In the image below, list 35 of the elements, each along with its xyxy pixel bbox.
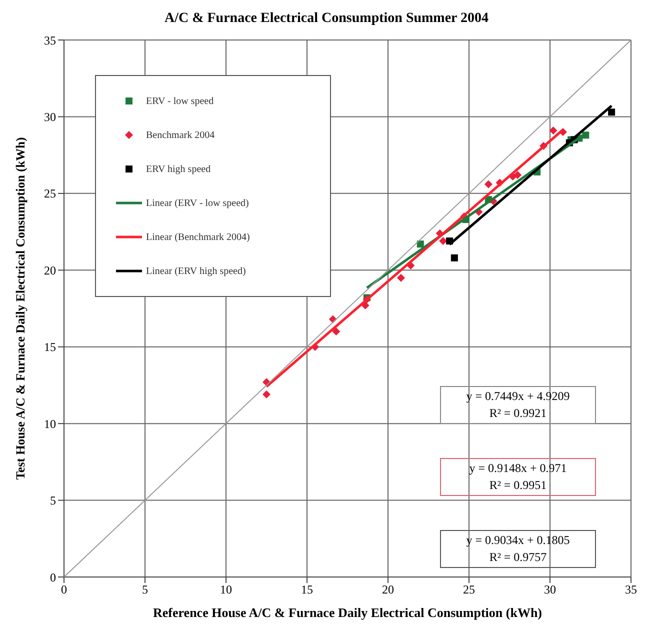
point [514, 171, 522, 180]
chart-title: A/C & Furnace Electrical Consumption Summer 2004 [163, 10, 490, 28]
y-tick-label: 15 [44, 340, 56, 354]
point [608, 108, 616, 116]
y-axis-title: Test House A/C & Furnace Daily Electrical Consumption (kWh) [13, 137, 28, 480]
x-tick-label: 10 [220, 582, 232, 597]
point [549, 126, 558, 135]
point [416, 240, 424, 248]
legend-label: Linear (Benchmark 2004) [146, 232, 250, 242]
y-tick-label: 35 [44, 33, 56, 48]
x-tick-label: 35 [625, 582, 637, 597]
point [332, 328, 340, 336]
x-tick-label: 15 [301, 582, 313, 597]
y-tick-label: 25 [44, 186, 56, 201]
point [396, 274, 405, 282]
legend-label: ERV high speed [146, 164, 211, 174]
legend-label: Linear (ERV high speed) [146, 266, 246, 276]
point [262, 390, 270, 398]
x-axis-title: Reference House A/C & Furnace Daily Electrical Consumption (kWh) [153, 605, 542, 620]
legend-label: ERV - low speed [146, 96, 214, 106]
y-tick-label: 20 [44, 263, 56, 278]
legend-label: Benchmark 2004 [146, 130, 215, 140]
y-tick-label: 5 [50, 494, 56, 508]
x-tick-label: 0 [61, 582, 67, 597]
x-tick-label: 25 [463, 582, 475, 597]
point [450, 254, 458, 262]
y-tick-label: 10 [44, 416, 56, 431]
point [484, 180, 492, 188]
x-tick-label: 30 [544, 582, 556, 597]
point [439, 236, 448, 245]
x-tick-label: 20 [382, 582, 394, 597]
y-tick-label: 30 [44, 110, 56, 124]
y-tick-label: 0 [50, 570, 56, 584]
x-tick-label: 5 [142, 582, 148, 597]
legend-label: Linear (ERV - low speed) [146, 198, 249, 208]
